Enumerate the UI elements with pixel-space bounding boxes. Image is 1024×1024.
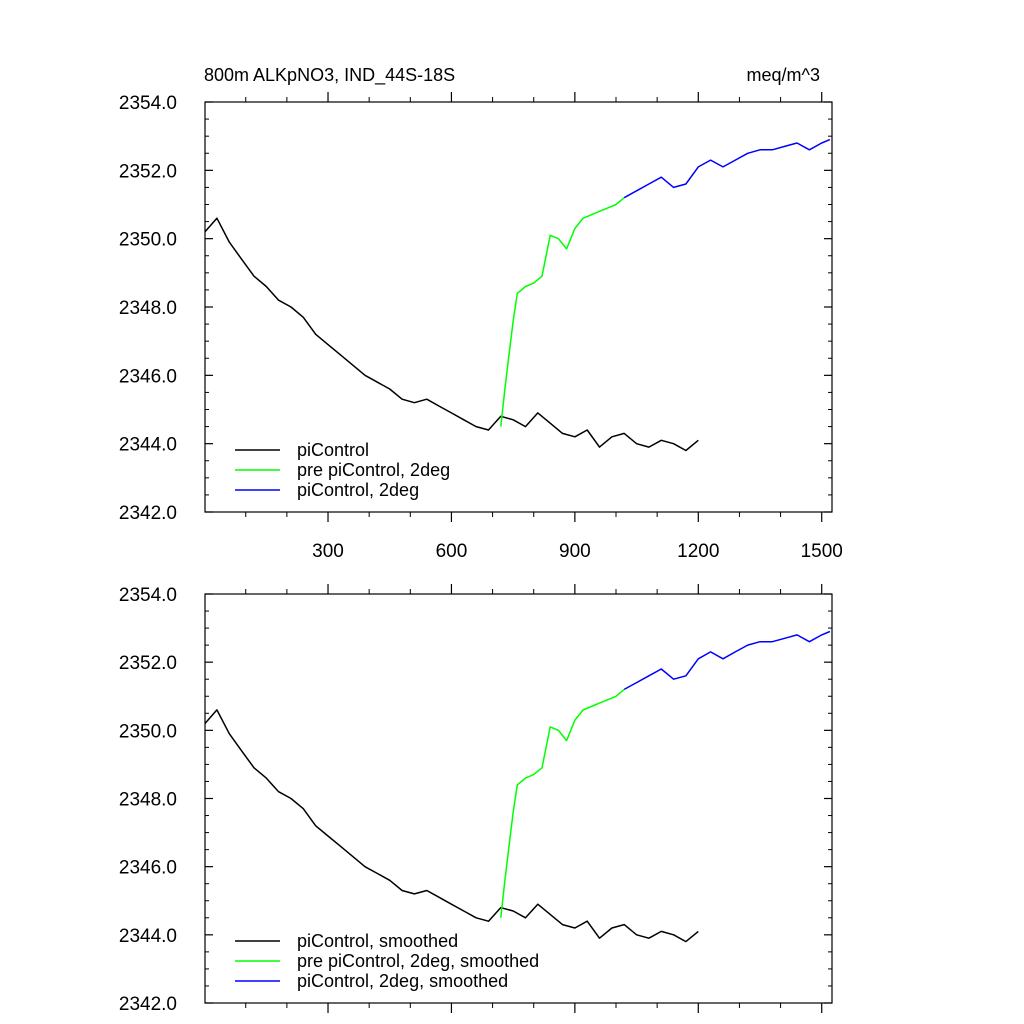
axes: 2342.0 2344.0 2346.0 2348.0 2350.0 2352.0 2354…: [119, 92, 843, 562]
series-line-0: [204, 217, 699, 452]
series-line-1: [500, 688, 625, 918]
legend-label: piControl, 2deg, smoothed: [297, 971, 508, 991]
y-tick-label: 2350.0: [119, 721, 177, 742]
y-tick-label: 2346.0: [119, 366, 177, 387]
panel-bottom: 2342.0 2344.0 2346.0 2348.0 2350.0 2352.0 2354…: [119, 584, 833, 1015]
series-line-2: [623, 630, 831, 691]
y-tick-label: 2354.0: [119, 93, 177, 114]
x-tick-label: 600: [436, 541, 468, 562]
series-group: [204, 630, 831, 943]
y-tick-label: 2344.0: [119, 435, 177, 456]
x-tick-label: 1200: [677, 541, 719, 562]
axes: 2342.0 2344.0 2346.0 2348.0 2350.0 2352.0 2354…: [119, 584, 833, 1015]
legend-label: pre piControl, 2deg: [297, 460, 450, 480]
y-tick-label: 2348.0: [119, 790, 177, 811]
x-tick-label: 300: [312, 541, 344, 562]
y-tick-label: 2342.0: [119, 503, 177, 524]
legend-label: piControl: [297, 440, 369, 460]
units-label: meq/m^3: [747, 65, 820, 85]
series-group: [204, 138, 831, 452]
y-tick-label: 2344.0: [119, 926, 177, 947]
y-tick-label: 2350.0: [119, 230, 177, 251]
legend-label: piControl, smoothed: [297, 931, 458, 951]
panel-top: 800m ALKpNO3, IND_44S-18S meq/m^3 2342.0…: [119, 65, 843, 562]
y-tick-label: 2354.0: [119, 585, 177, 606]
x-tick-label: 900: [559, 541, 591, 562]
series-line-0: [204, 709, 699, 943]
series-line-1: [500, 197, 625, 427]
legend-label: piControl, 2deg: [297, 480, 419, 500]
y-tick-label: 2348.0: [119, 298, 177, 319]
series-line-2: [623, 138, 831, 199]
chart-title: 800m ALKpNO3, IND_44S-18S: [204, 65, 455, 86]
legend-label: pre piControl, 2deg, smoothed: [297, 951, 539, 971]
y-tick-label: 2352.0: [119, 161, 177, 182]
y-tick-label: 2342.0: [119, 994, 177, 1015]
y-tick-label: 2346.0: [119, 858, 177, 879]
x-tick-label: 1500: [801, 541, 843, 562]
y-tick-label: 2352.0: [119, 653, 177, 674]
